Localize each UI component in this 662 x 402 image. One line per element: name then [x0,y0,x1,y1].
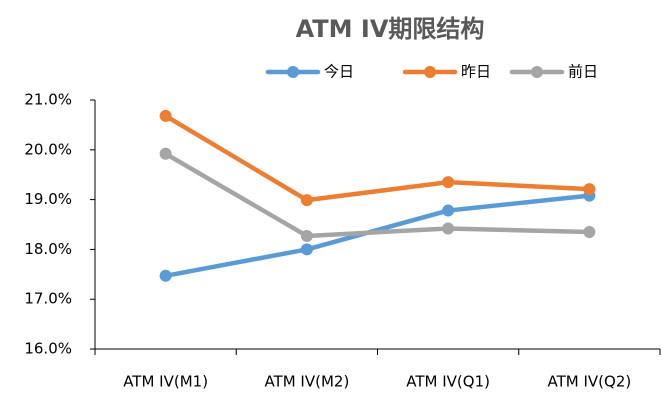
y-tick-label: 21.0% [24,91,72,109]
series-line [163,113,592,203]
series-marker [300,229,313,242]
y-tick-label: 19.0% [24,190,72,208]
x-tick-label: ATM IV(M1) [123,373,208,391]
series-marker [159,109,172,122]
series-marker [442,222,455,235]
series-line [163,151,592,239]
legend-marker [287,66,299,78]
legend-label: 昨日 [461,63,491,81]
series-marker [442,176,455,189]
y-tick-label: 16.0% [24,340,72,358]
legend-marker [424,66,436,78]
series-marker [442,204,455,217]
chart-title: ATM IV期限结构 [296,15,485,43]
series-marker [583,225,596,238]
series-marker [159,269,172,282]
series-marker [159,147,172,160]
legend-label: 今日 [324,63,354,81]
y-tick-label: 17.0% [24,290,72,308]
series-marker [583,183,596,196]
series-line [163,193,592,279]
x-tick-label: ATM IV(M2) [264,373,349,391]
legend-label: 前日 [568,63,598,81]
y-tick-label: 18.0% [24,240,72,258]
series-marker [300,194,313,207]
x-tick-label: ATM IV(Q1) [406,373,490,391]
series-marker [300,243,313,256]
legend-marker [531,66,543,78]
x-tick-label: ATM IV(Q2) [548,373,632,391]
y-tick-label: 20.0% [24,140,72,158]
